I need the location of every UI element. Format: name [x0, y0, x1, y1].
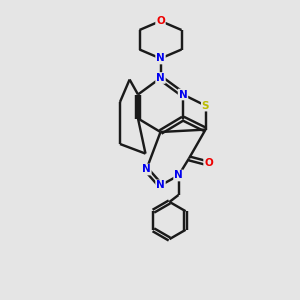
Text: N: N — [156, 53, 165, 64]
Text: N: N — [142, 164, 151, 175]
Text: S: S — [202, 100, 209, 111]
Text: N: N — [174, 170, 183, 181]
Text: N: N — [156, 180, 165, 190]
Text: O: O — [156, 16, 165, 26]
Text: N: N — [178, 89, 188, 100]
Text: N: N — [156, 73, 165, 83]
Text: O: O — [204, 158, 213, 169]
